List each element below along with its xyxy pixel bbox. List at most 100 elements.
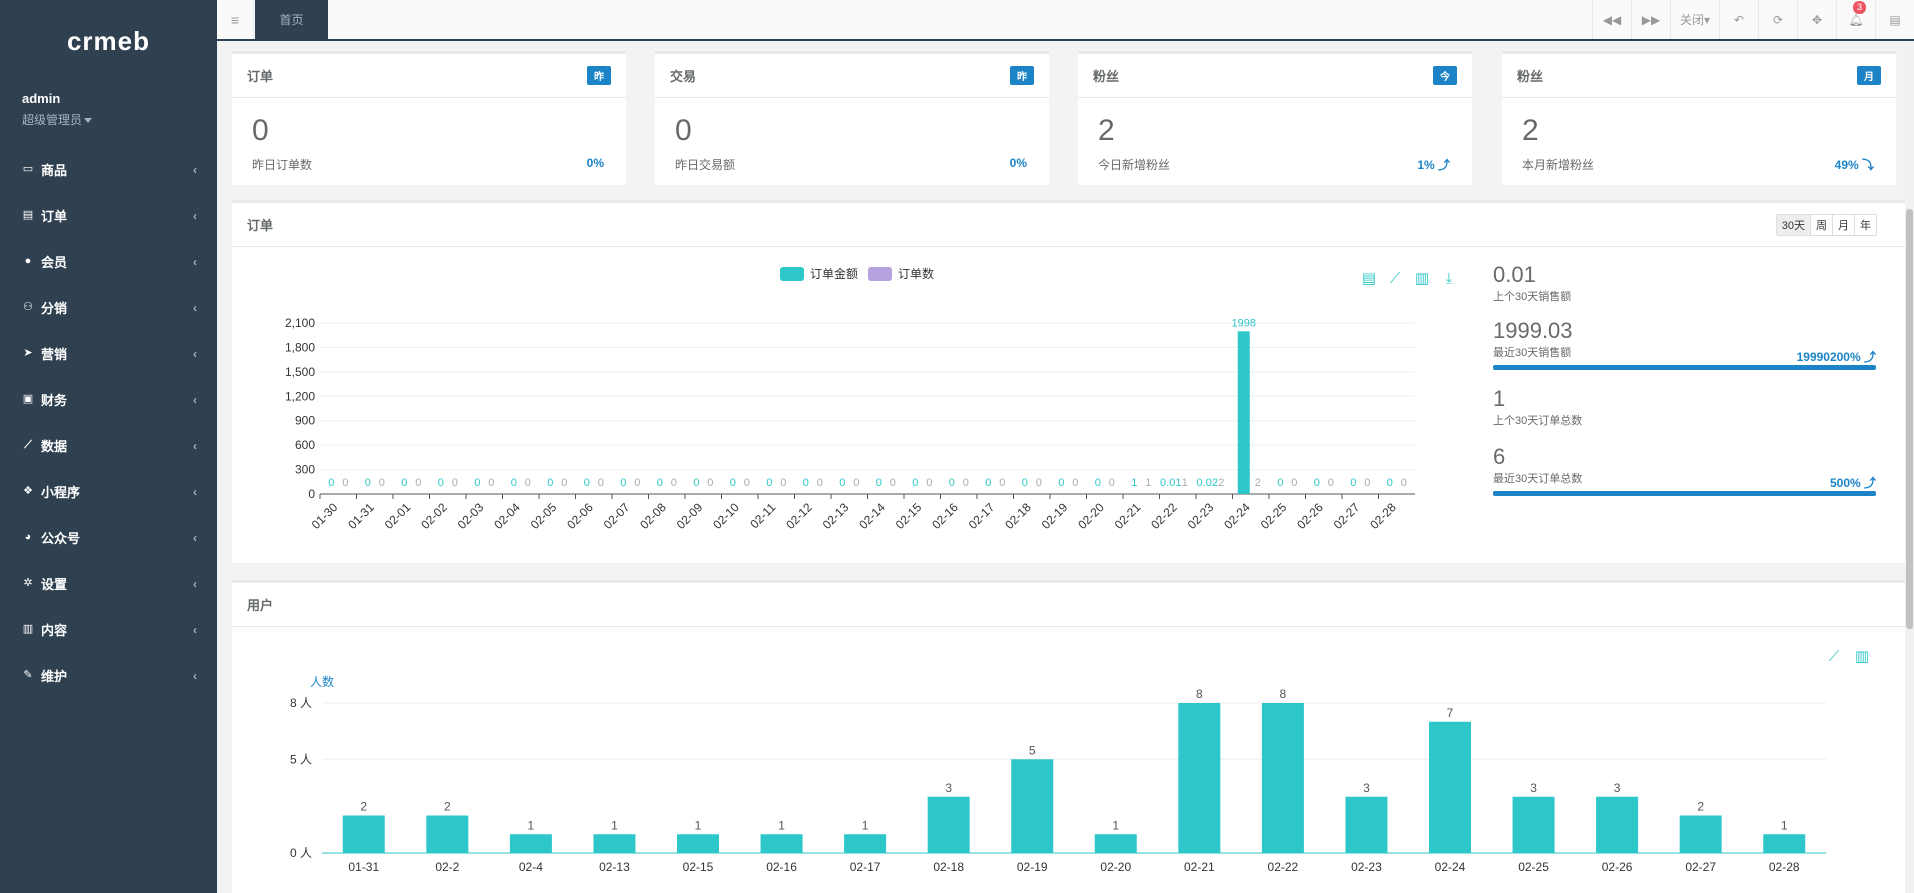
bar-users[interactable] — [593, 834, 636, 853]
chart-toolbox: ▤ ⟋ ▥ ⤓ — [1362, 270, 1453, 287]
scroll-thumb[interactable] — [1906, 209, 1913, 629]
data-label-amount: 0 — [839, 477, 845, 489]
sidebar-item-1[interactable]: ▤ 订单 ‹ — [0, 192, 217, 238]
caret-down-icon[interactable] — [84, 118, 93, 124]
bar-amount[interactable] — [1237, 331, 1250, 494]
bar-users[interactable] — [1094, 834, 1137, 853]
bar-users[interactable] — [844, 834, 887, 853]
sidebar-item-2[interactable]: ● 会员 ‹ — [0, 238, 217, 284]
bar-chart-icon[interactable]: ▥ — [1855, 648, 1869, 665]
bar-users[interactable] — [1178, 703, 1221, 853]
bar-users[interactable] — [509, 834, 552, 853]
data-label-amount: 0 — [547, 477, 553, 489]
sidebar-item-7[interactable]: ❖ 小程序 ‹ — [0, 468, 217, 514]
bell-icon[interactable]: 🔔︎ 3 — [1836, 0, 1875, 39]
data-label-count: 0 — [1364, 477, 1370, 489]
data-label-count: 1 — [1182, 477, 1188, 489]
x-tick-label: 02-20 — [1075, 500, 1107, 532]
bar-users[interactable] — [426, 815, 469, 854]
x-tick-label: 02-17 — [850, 860, 881, 874]
chart-legend[interactable]: 订单金额 订单数 — [780, 266, 934, 281]
x-tick-label: 02-28 — [1367, 500, 1399, 532]
bar-users[interactable] — [1345, 796, 1388, 853]
sidebar-item-0[interactable]: ▭ 商品 ‹ — [0, 146, 217, 192]
summary-stat: 1 上个30天订单总数 — [1493, 386, 1876, 438]
range-month-button[interactable]: 月 — [1832, 214, 1854, 235]
data-label-amount: 0 — [730, 477, 736, 489]
bar-users[interactable] — [677, 834, 719, 853]
summary-stat: 0.01 上个30天销售额 — [1493, 262, 1876, 314]
bar-chart-icon[interactable]: ▥ — [1415, 270, 1429, 287]
logo[interactable]: crmeb — [66, 26, 151, 56]
close-tabs-label[interactable]: 关闭 — [1679, 13, 1704, 27]
bar-users[interactable] — [760, 834, 803, 853]
notification-badge: 3 — [1853, 1, 1866, 14]
tab-home[interactable]: 首页 — [255, 0, 328, 39]
data-label-amount: 0 — [1058, 477, 1064, 489]
bar-users[interactable] — [927, 796, 970, 853]
sidebar-item-label: 设置 — [41, 576, 68, 592]
sidebar-item-11[interactable]: ✎ 维护 ‹ — [0, 652, 217, 698]
bar-users[interactable] — [1429, 721, 1471, 853]
sidebar-item-3[interactable]: ⚇ 分销 ‹ — [0, 284, 217, 330]
sidebar-item-label: 数据 — [41, 438, 68, 454]
close-tabs-dropdown[interactable]: 关闭 ▾ — [1670, 0, 1719, 39]
scroll-right-icon[interactable]: ▶▶ — [1631, 0, 1670, 39]
back-icon[interactable]: ↶ — [1719, 0, 1758, 39]
summary-label: 上个30天订单总数 — [1493, 415, 1583, 427]
download-icon[interactable]: ⤓ — [1446, 270, 1453, 287]
fullscreen-icon[interactable]: ✥ — [1797, 0, 1836, 39]
bar-users[interactable] — [1596, 796, 1639, 853]
sidebar-item-9[interactable]: ✲ 设置 ‹ — [0, 560, 217, 606]
refresh-icon[interactable]: ⟳ — [1758, 0, 1797, 39]
range-week-button[interactable]: 周 — [1810, 214, 1832, 235]
scroll-left-icon[interactable]: ◀◀ — [1592, 0, 1631, 39]
line-chart-icon[interactable]: ⟋ — [1829, 648, 1840, 665]
data-view-icon[interactable]: ▤ — [1362, 270, 1376, 287]
data-label-amount: 0 — [1277, 477, 1283, 489]
bar-users[interactable] — [342, 815, 385, 854]
range-year-button[interactable]: 年 — [1854, 214, 1876, 235]
sidebar-item-8[interactable]: ◕ 公众号 ‹ — [0, 514, 217, 560]
chevron-left-icon: ‹ — [193, 669, 197, 683]
bar-users[interactable] — [1512, 796, 1555, 853]
data-label-count: 0 — [707, 477, 713, 489]
line-chart-icon[interactable]: ⟋ — [1390, 270, 1401, 287]
sidebar-item-10[interactable]: ▥ 内容 ‹ — [0, 606, 217, 652]
x-tick-label: 02-23 — [1185, 500, 1217, 532]
stat-label: 本月新增粉丝 — [1522, 158, 1595, 172]
sidebar-item-6[interactable]: ⟋ 数据 ‹ — [0, 422, 217, 468]
menu-toggle-icon[interactable]: ≡ — [217, 0, 254, 39]
settings-panel-icon[interactable]: ▤ — [1875, 0, 1914, 39]
bar-users[interactable] — [1261, 703, 1304, 853]
period-badge: 昨 — [1010, 66, 1034, 85]
chevron-left-icon: ‹ — [193, 393, 197, 407]
legend-label-amount[interactable]: 订单金额 — [810, 266, 858, 281]
legend-swatch-amount[interactable] — [780, 267, 804, 281]
user-role-label[interactable]: 超级管理员 — [22, 113, 83, 127]
sidebar-item-5[interactable]: ▣ 财务 ‹ — [0, 376, 217, 422]
bar-users[interactable] — [1011, 759, 1054, 853]
user-icon: ● — [24, 255, 32, 267]
x-tick-label: 02-26 — [1294, 500, 1326, 532]
legend-label-count[interactable]: 订单数 — [898, 266, 934, 281]
x-tick-label: 02-08 — [637, 500, 669, 532]
data-label-amount: 0 — [438, 477, 444, 489]
sidebar-item-4[interactable]: ➤ 营销 ‹ — [0, 330, 217, 376]
x-tick-label: 02-03 — [455, 500, 487, 532]
bar-users[interactable] — [1763, 834, 1806, 853]
progress-bar — [1493, 365, 1876, 370]
sidebar-item-label: 分销 — [41, 300, 68, 316]
data-label-amount: 0 — [1095, 477, 1101, 489]
range-30days-button[interactable]: 30天 — [1776, 214, 1810, 235]
data-label: 3 — [945, 781, 952, 795]
legend-swatch-count[interactable] — [868, 267, 892, 281]
stat-label: 今日新增粉丝 — [1098, 158, 1171, 172]
data-label-amount: 0 — [474, 477, 480, 489]
x-tick-label: 02-06 — [564, 500, 596, 532]
bar-users[interactable] — [1679, 815, 1722, 854]
summary-value: 6 — [1493, 444, 1506, 469]
page-scrollbar[interactable] — [1905, 41, 1914, 893]
user-role-dropdown[interactable]: 超级管理员 — [22, 111, 93, 128]
topbar: ≡ 首页 ◀◀ ▶▶ 关闭 ▾ ↶ ⟳ ✥ 🔔︎ 3 ▤ — [217, 0, 1914, 41]
